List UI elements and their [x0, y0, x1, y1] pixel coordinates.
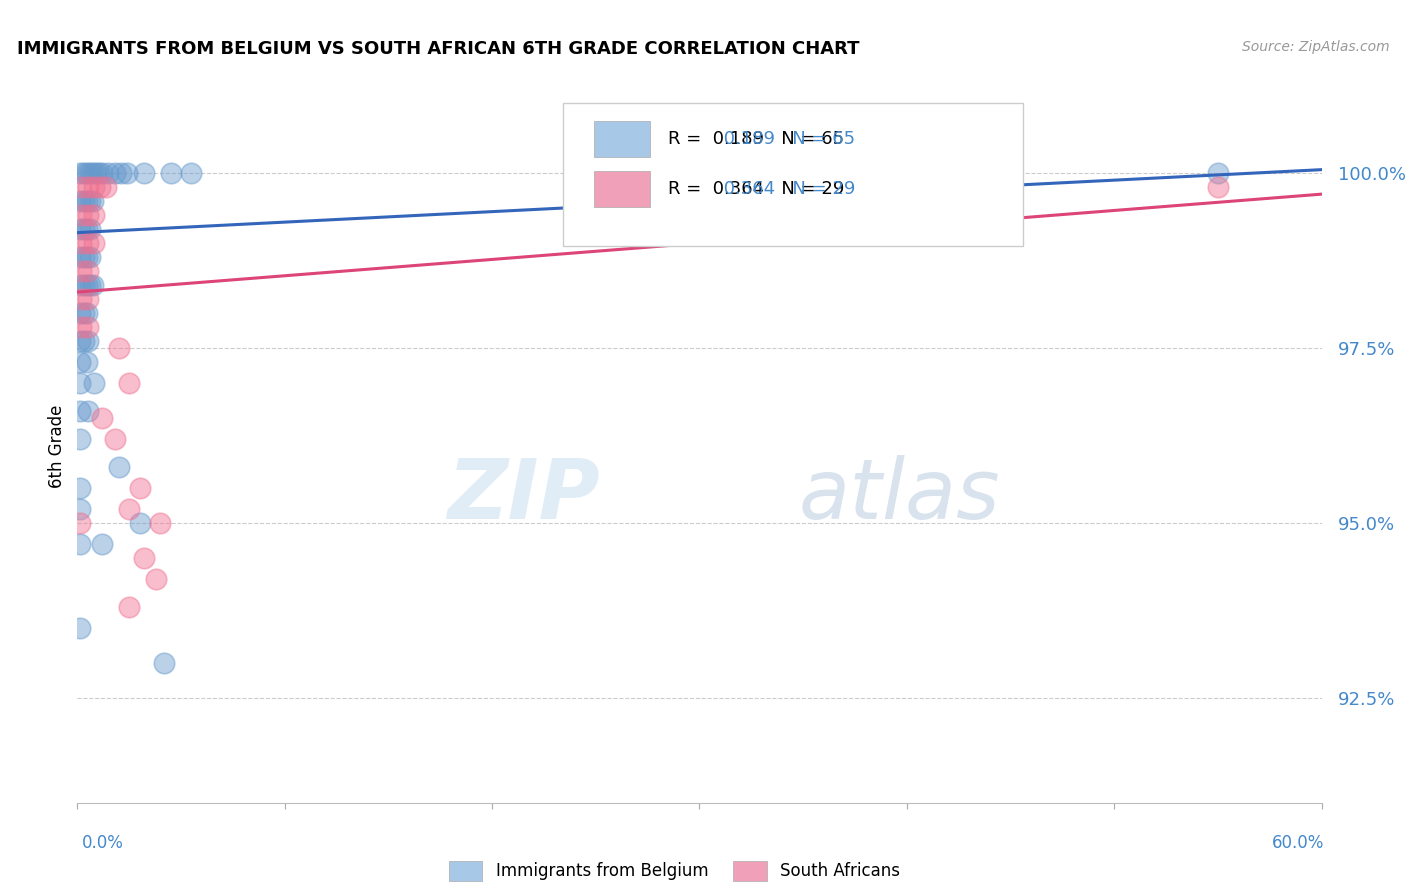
Point [132, 166, 155, 180]
Point [76, 194, 98, 208]
Point [69, 306, 91, 320]
Point [82, 166, 104, 180]
Point [1206, 166, 1229, 180]
Point [69, 432, 91, 446]
Point [76, 222, 98, 236]
Point [69, 376, 91, 390]
Point [110, 166, 132, 180]
Point [118, 599, 141, 614]
Point [89, 180, 111, 194]
Point [87, 166, 110, 180]
Point [69, 481, 91, 495]
Point [96, 180, 118, 194]
Point [91, 411, 114, 425]
Point [76, 250, 98, 264]
Point [104, 166, 127, 180]
Text: 60.0%: 60.0% [1272, 834, 1324, 852]
Point [72, 334, 94, 348]
Text: 0.364   N = 29: 0.364 N = 29 [718, 180, 855, 198]
Point [69, 621, 91, 635]
Text: R =  0.364   N = 29: R = 0.364 N = 29 [668, 180, 845, 198]
Point [69, 502, 91, 516]
Point [132, 550, 155, 565]
Point [83, 236, 105, 251]
Text: Source: ZipAtlas.com: Source: ZipAtlas.com [1241, 40, 1389, 54]
Point [82, 194, 104, 208]
Point [76, 236, 98, 251]
Point [128, 481, 150, 495]
Point [145, 572, 167, 586]
Point [79, 250, 101, 264]
Point [69, 404, 91, 418]
Point [70, 264, 93, 278]
Point [1206, 180, 1229, 194]
Point [149, 516, 172, 530]
Point [108, 341, 129, 355]
Point [128, 516, 150, 530]
Point [97, 166, 120, 180]
Point [70, 320, 93, 334]
Point [79, 194, 101, 208]
Text: IMMIGRANTS FROM BELGIUM VS SOUTH AFRICAN 6TH GRADE CORRELATION CHART: IMMIGRANTS FROM BELGIUM VS SOUTH AFRICAN… [17, 40, 859, 58]
Point [118, 376, 141, 390]
FancyBboxPatch shape [562, 103, 1024, 246]
Point [72, 278, 94, 293]
Point [84, 166, 107, 180]
Point [104, 432, 127, 446]
Point [72, 306, 94, 320]
Point [70, 292, 93, 306]
Point [70, 180, 93, 194]
Text: atlas: atlas [799, 456, 1001, 536]
Point [83, 208, 105, 222]
Point [83, 180, 105, 194]
Point [79, 166, 101, 180]
Point [69, 194, 91, 208]
Point [76, 355, 98, 369]
Legend: Immigrants from Belgium, South Africans: Immigrants from Belgium, South Africans [443, 855, 907, 888]
Point [115, 166, 138, 180]
Point [82, 278, 104, 293]
Point [76, 306, 98, 320]
Point [79, 222, 101, 236]
Point [118, 502, 141, 516]
Point [70, 236, 93, 251]
Point [69, 222, 91, 236]
Y-axis label: 6th Grade: 6th Grade [48, 404, 66, 488]
Point [76, 208, 98, 222]
Point [79, 278, 101, 293]
Point [69, 355, 91, 369]
Point [76, 320, 98, 334]
Point [153, 656, 176, 670]
Point [70, 208, 93, 222]
Point [76, 404, 98, 418]
Point [69, 537, 91, 551]
FancyBboxPatch shape [593, 171, 650, 207]
Point [108, 460, 129, 475]
Point [76, 292, 98, 306]
Point [72, 166, 94, 180]
Text: 0.189   N = 65: 0.189 N = 65 [718, 130, 855, 148]
Text: ZIP: ZIP [447, 456, 600, 536]
Point [76, 264, 98, 278]
Point [159, 166, 181, 180]
Point [69, 334, 91, 348]
Point [180, 166, 202, 180]
Point [72, 250, 94, 264]
Point [76, 278, 98, 293]
Point [83, 376, 105, 390]
Point [76, 180, 98, 194]
Point [69, 250, 91, 264]
Point [76, 334, 98, 348]
Point [76, 166, 98, 180]
Point [69, 166, 91, 180]
Point [69, 278, 91, 293]
Point [91, 537, 114, 551]
Point [69, 516, 91, 530]
Point [91, 166, 114, 180]
Text: 0.0%: 0.0% [82, 834, 124, 852]
Text: R =  0.189   N = 65: R = 0.189 N = 65 [668, 130, 845, 148]
Point [72, 222, 94, 236]
FancyBboxPatch shape [593, 121, 650, 157]
Point [72, 194, 94, 208]
